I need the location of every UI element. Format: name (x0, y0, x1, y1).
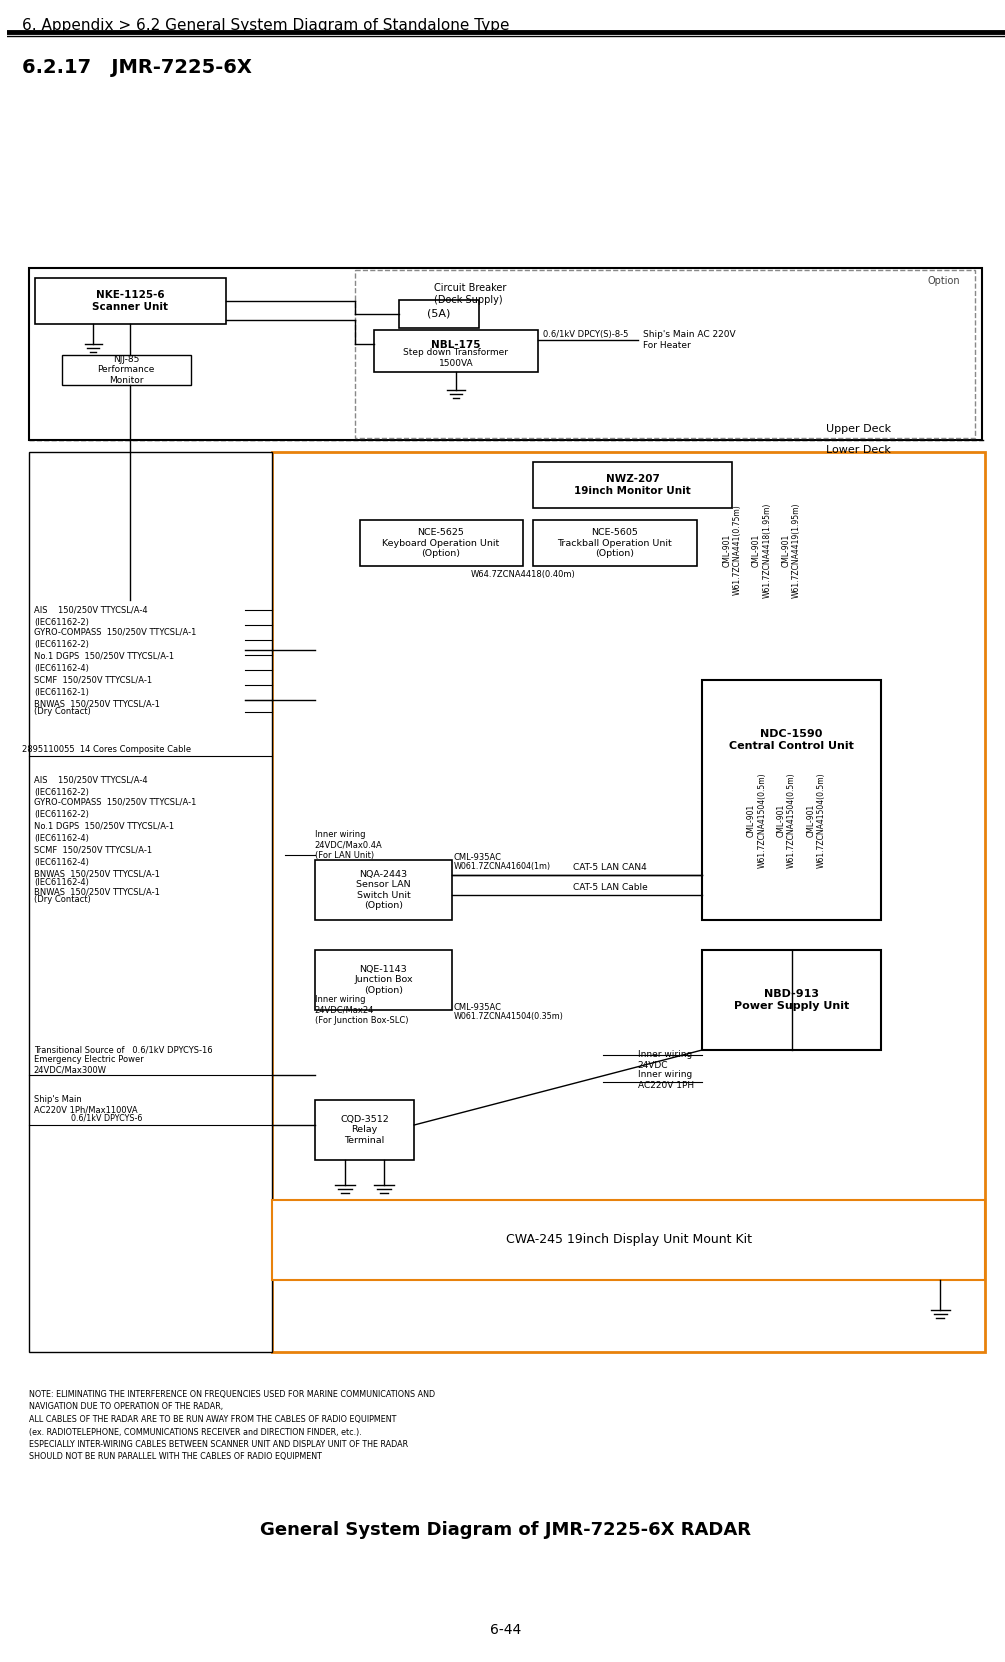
Text: Inner wiring
AC220V 1PH: Inner wiring AC220V 1PH (637, 1070, 693, 1090)
Text: GYRO-COMPASS  150/250V TTYCSL/A-1: GYRO-COMPASS 150/250V TTYCSL/A-1 (34, 798, 196, 806)
Text: NBL-175: NBL-175 (431, 341, 480, 351)
Text: NWZ-207
19inch Monitor Unit: NWZ-207 19inch Monitor Unit (574, 474, 691, 495)
Text: Transitional Source of   0.6/1kV DPYCYS-16
Emergency Electric Power
24VDC/Max300: Transitional Source of 0.6/1kV DPYCYS-16… (34, 1045, 212, 1075)
Text: CML-901
W61.7ZCNA4418(1.95m): CML-901 W61.7ZCNA4418(1.95m) (752, 502, 772, 598)
Text: Ship's Main
AC220V 1Ph/Max1100VA: Ship's Main AC220V 1Ph/Max1100VA (34, 1095, 138, 1115)
Text: GYRO-COMPASS  150/250V TTYCSL/A-1: GYRO-COMPASS 150/250V TTYCSL/A-1 (34, 628, 196, 637)
Text: BNWAS  150/250V TTYCSL/A-1: BNWAS 150/250V TTYCSL/A-1 (34, 869, 160, 879)
Text: (IEC61162-2): (IEC61162-2) (34, 640, 88, 648)
Bar (360, 520, 524, 567)
Text: NKE-1125-6
Scanner Unit: NKE-1125-6 Scanner Unit (92, 291, 168, 312)
Text: (IEC61162-4): (IEC61162-4) (34, 878, 88, 886)
Text: Step down Transformer
1500VA: Step down Transformer 1500VA (403, 349, 509, 367)
Text: W64.7ZCNA4418(0.40m): W64.7ZCNA4418(0.40m) (471, 570, 576, 580)
Text: (IEC61162-2): (IEC61162-2) (34, 788, 88, 796)
Text: 6.2.17   JMR-7225-6X: 6.2.17 JMR-7225-6X (22, 58, 252, 76)
Bar (272, 1200, 985, 1280)
Bar (29, 268, 982, 440)
Bar (355, 269, 975, 439)
Bar (534, 520, 697, 567)
Text: NQE-1143
Junction Box
(Option): NQE-1143 Junction Box (Option) (354, 966, 413, 996)
Text: (IEC61162-1): (IEC61162-1) (34, 688, 88, 696)
Text: CML-901
W61.7ZCNA41504(0.5m): CML-901 W61.7ZCNA41504(0.5m) (807, 773, 826, 868)
Text: (Dry Contact): (Dry Contact) (34, 708, 90, 716)
Text: CAT-5 LAN Cable: CAT-5 LAN Cable (573, 884, 648, 892)
Text: General System Diagram of JMR-7225-6X RADAR: General System Diagram of JMR-7225-6X RA… (260, 1521, 751, 1539)
Text: Circuit Breaker
(Dock Supply): Circuit Breaker (Dock Supply) (434, 283, 507, 304)
Text: AIS    150/250V TTYCSL/A-4: AIS 150/250V TTYCSL/A-4 (34, 776, 148, 784)
Text: BNWAS  150/250V TTYCSL/A-1: BNWAS 150/250V TTYCSL/A-1 (34, 700, 160, 708)
Text: CML-901
W61.7ZCNA41504(0.5m): CML-901 W61.7ZCNA41504(0.5m) (747, 773, 767, 868)
Bar (375, 331, 539, 372)
Text: SCMF  150/250V TTYCSL/A-1: SCMF 150/250V TTYCSL/A-1 (34, 846, 152, 854)
Bar (702, 951, 880, 1050)
Bar (702, 680, 880, 921)
Text: Lower Deck: Lower Deck (826, 445, 890, 455)
Text: Inner wiring
24VDC/Max24
(For Junction Box-SLC): Inner wiring 24VDC/Max24 (For Junction B… (315, 996, 408, 1025)
Bar (399, 301, 478, 327)
Text: Inner wiring
24VDC/Max0.4A
(For LAN Unit): Inner wiring 24VDC/Max0.4A (For LAN Unit… (315, 829, 383, 859)
Text: Option: Option (928, 276, 961, 286)
Text: NCE-5625
Keyboard Operation Unit
(Option): NCE-5625 Keyboard Operation Unit (Option… (382, 529, 499, 558)
Text: CML-901
W61.7ZCNA41504(0.5m): CML-901 W61.7ZCNA41504(0.5m) (777, 773, 796, 868)
Text: (IEC61162-2): (IEC61162-2) (34, 618, 88, 627)
Text: CQD-3512
Relay
Terminal: CQD-3512 Relay Terminal (340, 1115, 389, 1145)
Bar (61, 356, 191, 386)
Text: Ship's Main AC 220V
For Heater: Ship's Main AC 220V For Heater (642, 331, 736, 349)
Text: NBD-913
Power Supply Unit: NBD-913 Power Supply Unit (734, 989, 849, 1010)
Text: CML-901
W61.7ZCNA441(0.75m): CML-901 W61.7ZCNA441(0.75m) (723, 505, 742, 595)
Text: Upper Deck: Upper Deck (826, 424, 890, 434)
Text: (IEC61162-4): (IEC61162-4) (34, 858, 88, 866)
Bar (315, 859, 452, 921)
Bar (272, 452, 985, 1351)
Text: (IEC61162-4): (IEC61162-4) (34, 834, 88, 843)
Text: CML-935AC: CML-935AC (454, 1004, 501, 1012)
Text: (5A): (5A) (427, 309, 450, 319)
Text: BNWAS  150/250V TTYCSL/A-1: BNWAS 150/250V TTYCSL/A-1 (34, 888, 160, 896)
Text: CAT-5 LAN CAN4: CAT-5 LAN CAN4 (573, 864, 647, 873)
Bar (35, 278, 225, 324)
Bar (534, 462, 732, 509)
Text: (IEC61162-4): (IEC61162-4) (34, 663, 88, 673)
Text: 6. Appendix > 6.2 General System Diagram of Standalone Type: 6. Appendix > 6.2 General System Diagram… (22, 18, 510, 33)
Text: No.1 DGPS  150/250V TTYCSL/A-1: No.1 DGPS 150/250V TTYCSL/A-1 (34, 652, 174, 660)
Text: NJJ-85
Performance
Monitor: NJJ-85 Performance Monitor (97, 356, 155, 386)
Text: 2895110055  14 Cores Composite Cable: 2895110055 14 Cores Composite Cable (22, 746, 191, 755)
Text: Inner wiring
24VDC: Inner wiring 24VDC (637, 1050, 691, 1070)
Text: NQA-2443
Sensor LAN
Switch Unit
(Option): NQA-2443 Sensor LAN Switch Unit (Option) (356, 869, 411, 911)
Text: 0.6/1kV DPYCYS-6: 0.6/1kV DPYCYS-6 (70, 1114, 142, 1122)
Text: NOTE: ELIMINATING THE INTERFERENCE ON FREQUENCIES USED FOR MARINE COMMUNICATIONS: NOTE: ELIMINATING THE INTERFERENCE ON FR… (29, 1389, 435, 1461)
Text: NDC-1590
Central Control Unit: NDC-1590 Central Control Unit (729, 730, 854, 751)
Text: (Dry Contact): (Dry Contact) (34, 896, 90, 904)
Text: NCE-5605
Trackball Operation Unit
(Option): NCE-5605 Trackball Operation Unit (Optio… (558, 529, 672, 558)
Text: AIS    150/250V TTYCSL/A-4: AIS 150/250V TTYCSL/A-4 (34, 605, 148, 615)
Bar (29, 452, 272, 1351)
Text: CWA-245 19inch Display Unit Mount Kit: CWA-245 19inch Display Unit Mount Kit (506, 1233, 752, 1246)
Bar (315, 951, 452, 1010)
Text: SCMF  150/250V TTYCSL/A-1: SCMF 150/250V TTYCSL/A-1 (34, 675, 152, 685)
Text: No.1 DGPS  150/250V TTYCSL/A-1: No.1 DGPS 150/250V TTYCSL/A-1 (34, 821, 174, 831)
Text: 6-44: 6-44 (489, 1624, 522, 1637)
Bar (315, 1100, 414, 1160)
Text: 0.6/1kV DPCY(S)-8-5: 0.6/1kV DPCY(S)-8-5 (544, 329, 629, 339)
Text: CML-935AC: CML-935AC (454, 854, 501, 863)
Text: (IEC61162-2): (IEC61162-2) (34, 809, 88, 818)
Text: W061.7ZCNA41504(0.35m): W061.7ZCNA41504(0.35m) (454, 1012, 564, 1020)
Text: W061.7ZCNA41604(1m): W061.7ZCNA41604(1m) (454, 861, 551, 871)
Text: CML-901
W61.7ZCNA4419(1.95m): CML-901 W61.7ZCNA4419(1.95m) (782, 502, 801, 598)
